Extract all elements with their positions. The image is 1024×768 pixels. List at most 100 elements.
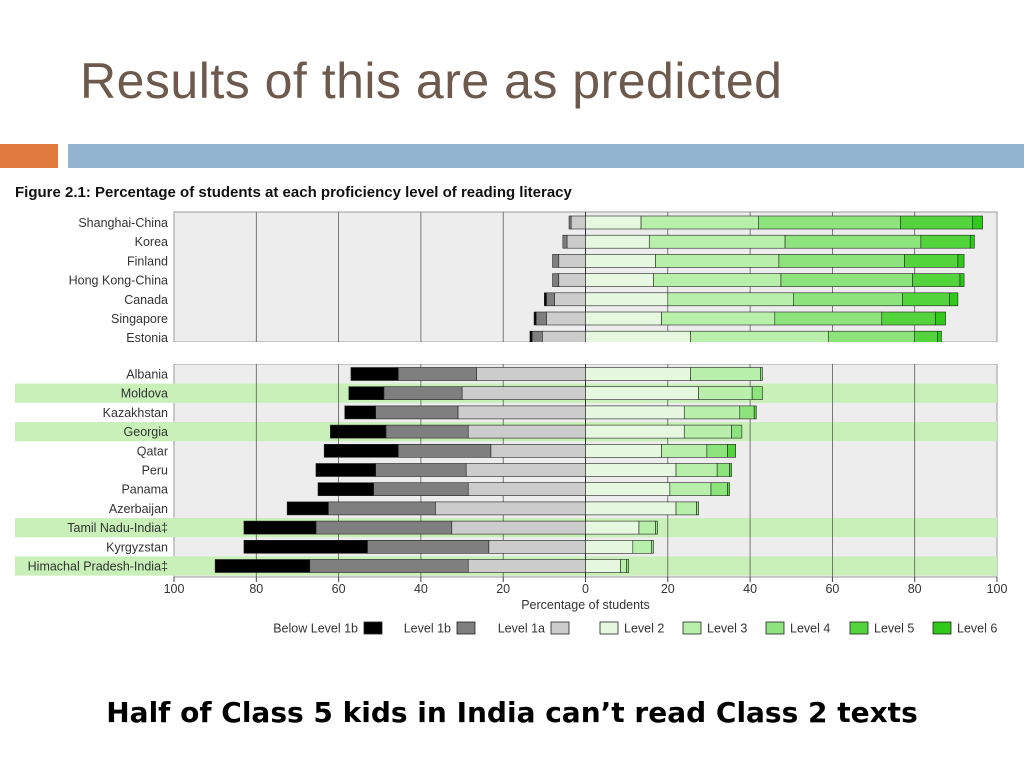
bar-segment — [667, 292, 794, 307]
legend-swatch — [599, 621, 619, 635]
bar-segment — [585, 367, 691, 381]
bar-segment — [214, 559, 311, 573]
country-label: Azerbaijan — [109, 502, 168, 516]
bar-segment — [585, 559, 621, 573]
bar-segment — [435, 501, 586, 516]
bar-segment — [780, 273, 913, 287]
bar-segment — [558, 273, 586, 287]
accent-bar-orange — [0, 144, 58, 168]
country-label: Peru — [142, 464, 168, 478]
country-label: Kyrgyzstan — [106, 540, 168, 554]
bar-segment — [912, 273, 961, 287]
bar-segment — [710, 482, 728, 497]
bar-segment — [585, 292, 669, 307]
bar-segment — [904, 254, 959, 268]
bar-segment — [655, 520, 658, 535]
country-label: Shanghai-China — [78, 216, 168, 230]
country-label: Estonia — [126, 331, 168, 345]
bar-segment — [648, 234, 786, 249]
bar-segment — [651, 539, 654, 554]
country-label: Moldova — [121, 387, 168, 401]
legend-swatch — [363, 621, 383, 635]
legend-swatch — [682, 621, 702, 635]
bar-segment — [375, 463, 467, 477]
bar-segment — [585, 539, 634, 554]
bar-segment — [585, 501, 677, 516]
bar-segment — [585, 443, 662, 458]
bar-segment — [367, 539, 490, 554]
legend-label: Level 2 — [624, 622, 664, 636]
bar-segment — [661, 443, 708, 458]
bar-segment — [461, 386, 586, 401]
bar-segment — [920, 234, 971, 249]
x-tick-label: 80 — [249, 582, 263, 596]
bar-segment — [323, 443, 399, 458]
bar-segment — [640, 215, 759, 230]
bar-segment — [585, 254, 656, 268]
bar-segment — [585, 405, 685, 420]
bar-segment — [488, 539, 586, 554]
bar-segment — [243, 520, 317, 535]
country-label: Panama — [121, 483, 168, 497]
slide-title: Results of this are as predicted — [80, 53, 783, 109]
bar-segment — [902, 292, 950, 307]
x-tick-label: 40 — [743, 582, 757, 596]
country-label: Tamil Nadu-India‡ — [67, 521, 168, 535]
bar-segment — [397, 367, 477, 381]
bar-segment — [457, 405, 586, 420]
bar-segment — [626, 559, 630, 573]
bar-segment — [552, 273, 560, 287]
bar-segment — [696, 501, 699, 516]
bar-segment — [638, 520, 656, 535]
bar-segment — [758, 215, 901, 230]
bar-segment — [716, 463, 730, 477]
country-label: Hong Kong-China — [69, 274, 168, 288]
x-tick-label: 100 — [164, 582, 185, 596]
country-label: Finland — [127, 254, 168, 268]
country-label: Canada — [124, 293, 168, 307]
bar-segment — [533, 311, 537, 326]
bar-segment — [315, 520, 453, 535]
bar-segment — [373, 482, 469, 497]
bar-segment — [653, 273, 782, 287]
bar-segment — [467, 482, 586, 497]
bar-segment — [344, 405, 376, 420]
bar-segment — [690, 367, 761, 381]
bar-segment — [467, 559, 586, 573]
bar-segment — [683, 405, 741, 420]
bar-segment — [562, 234, 568, 249]
bar-segment — [760, 367, 763, 381]
chart-gap — [0, 342, 1024, 364]
bar-segment — [683, 424, 732, 439]
bar-segment — [675, 501, 697, 516]
bar-segment — [375, 405, 459, 420]
country-label: Qatar — [137, 444, 168, 458]
bar-segment — [675, 463, 718, 477]
legend-label: Below Level 1b — [273, 622, 358, 636]
bar-segment — [585, 311, 662, 326]
bar-segment — [558, 254, 586, 268]
legend-swatch — [932, 621, 952, 635]
bar-segment — [585, 215, 642, 230]
bar-segment — [881, 311, 936, 326]
legend-swatch — [456, 621, 476, 635]
bar-segment — [959, 273, 965, 287]
legend-swatch — [765, 621, 785, 635]
x-tick-label: 0 — [582, 582, 589, 596]
bar-segment — [632, 539, 652, 554]
bar-segment — [544, 292, 547, 307]
bar-segment — [753, 405, 757, 420]
bar-segment — [570, 215, 586, 230]
bar-segment — [774, 311, 883, 326]
legend-label: Level 1a — [498, 622, 545, 636]
x-axis-label: Percentage of students — [521, 598, 650, 612]
bar-segment — [243, 539, 368, 554]
x-tick-label: 80 — [908, 582, 922, 596]
bar-segment — [385, 424, 469, 439]
legend-label: Level 1b — [404, 622, 451, 636]
bar-segment — [655, 254, 780, 268]
country-label: Korea — [135, 235, 168, 249]
bar-segment — [585, 234, 650, 249]
country-label: Albania — [126, 368, 168, 382]
bar-segment — [957, 254, 965, 268]
